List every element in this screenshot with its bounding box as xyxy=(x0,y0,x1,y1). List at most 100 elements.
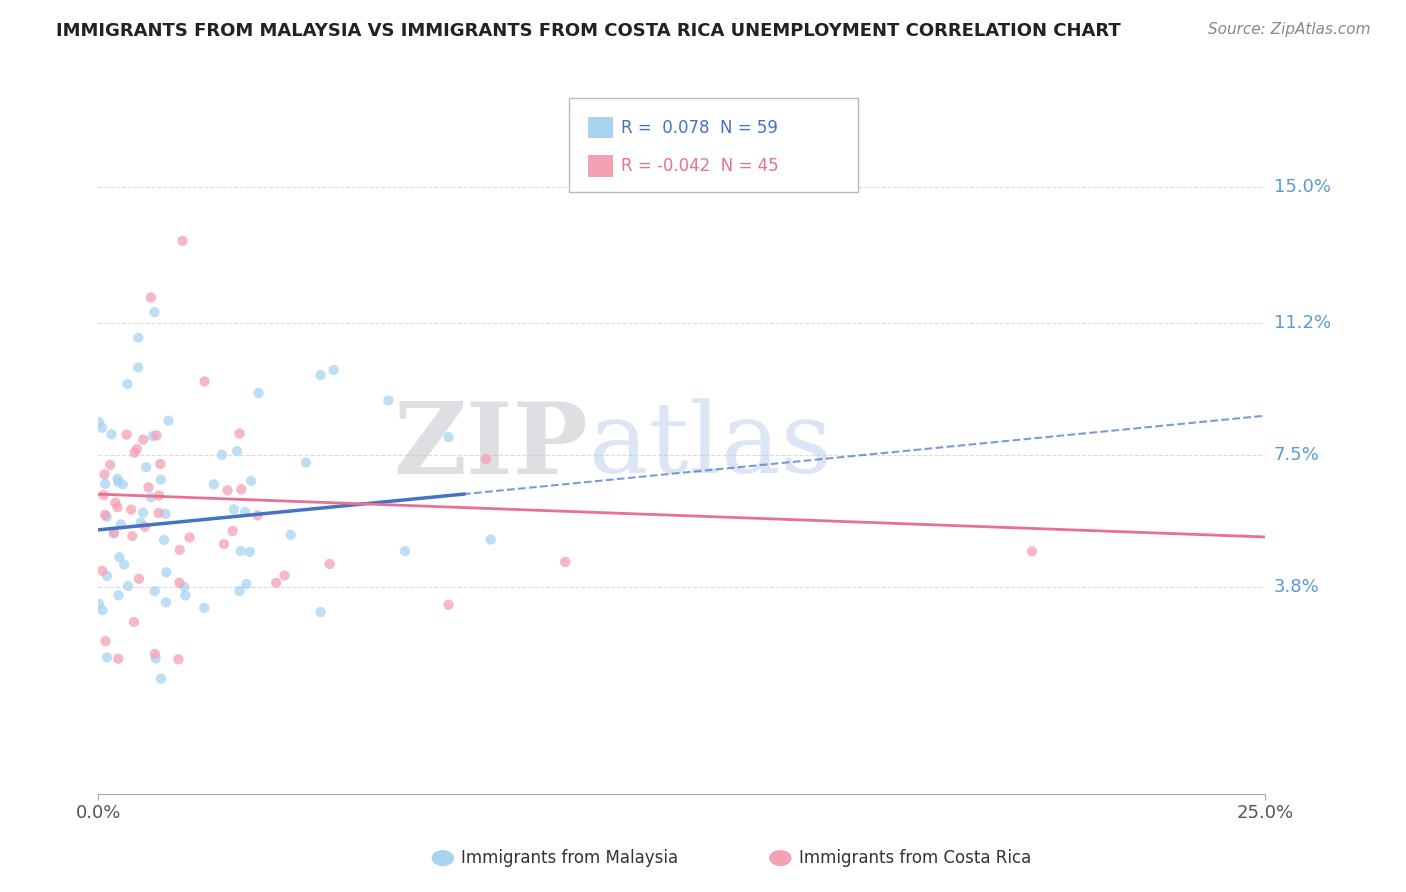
Point xyxy=(211,448,233,462)
Point xyxy=(273,568,295,582)
Point xyxy=(149,672,172,686)
Point xyxy=(295,455,318,469)
Point xyxy=(173,580,195,594)
Point xyxy=(217,483,239,498)
Point xyxy=(111,477,134,491)
Point xyxy=(149,473,172,487)
Point xyxy=(145,651,167,665)
Point xyxy=(172,234,194,248)
Point xyxy=(309,605,332,619)
Text: 7.5%: 7.5% xyxy=(1274,446,1320,464)
Text: 15.0%: 15.0% xyxy=(1274,178,1330,196)
Point xyxy=(117,377,139,392)
Point xyxy=(229,544,252,558)
Text: Immigrants from Costa Rica: Immigrants from Costa Rica xyxy=(799,849,1031,867)
Point xyxy=(169,542,191,557)
Point xyxy=(94,476,117,491)
Point xyxy=(127,331,149,345)
Point xyxy=(107,472,129,486)
Point xyxy=(110,517,132,532)
Point xyxy=(94,634,117,648)
Point xyxy=(169,575,191,590)
Point xyxy=(132,506,155,520)
Point xyxy=(143,584,166,599)
Point xyxy=(264,575,287,590)
Point xyxy=(174,588,197,602)
Point xyxy=(143,305,166,319)
Point xyxy=(91,421,114,435)
Text: R = -0.042  N = 45: R = -0.042 N = 45 xyxy=(621,157,779,175)
Point xyxy=(98,458,121,472)
Point xyxy=(139,290,162,304)
Point xyxy=(155,595,177,609)
Point xyxy=(91,564,114,578)
Point xyxy=(212,537,235,551)
Point xyxy=(155,507,177,521)
Point xyxy=(103,525,125,540)
Point xyxy=(280,528,302,542)
Point xyxy=(124,445,146,459)
Point xyxy=(153,533,176,547)
Point xyxy=(100,427,122,442)
Point xyxy=(377,393,399,408)
Point xyxy=(202,477,225,491)
Point xyxy=(107,588,129,602)
Point xyxy=(1021,544,1043,558)
Point xyxy=(149,457,172,471)
Point xyxy=(93,467,115,482)
Point xyxy=(475,452,498,467)
Point xyxy=(437,430,460,444)
Point xyxy=(143,647,166,661)
Point xyxy=(96,650,118,665)
Point xyxy=(107,651,129,665)
Point xyxy=(103,526,125,541)
Point xyxy=(121,529,143,543)
Point xyxy=(193,601,215,615)
Point xyxy=(120,502,142,516)
Point xyxy=(132,433,155,447)
Point xyxy=(87,597,110,611)
Point xyxy=(94,508,117,522)
Point xyxy=(128,572,150,586)
Point xyxy=(145,428,167,442)
Point xyxy=(148,489,170,503)
Point xyxy=(157,414,180,428)
Text: 11.2%: 11.2% xyxy=(1274,314,1331,332)
Point xyxy=(226,444,249,458)
Point xyxy=(112,558,135,572)
Point xyxy=(127,360,149,375)
Point xyxy=(117,579,139,593)
Point xyxy=(231,483,253,497)
Point xyxy=(96,569,118,583)
Point xyxy=(479,533,502,547)
Point xyxy=(235,577,257,591)
Point xyxy=(135,460,157,475)
Point xyxy=(167,652,190,666)
Point xyxy=(138,480,160,494)
Point xyxy=(228,426,250,441)
Point xyxy=(221,524,243,538)
Point xyxy=(194,375,217,389)
Point xyxy=(239,545,262,559)
Point xyxy=(318,557,340,571)
Point xyxy=(309,368,332,383)
Point xyxy=(554,555,576,569)
Point xyxy=(87,415,110,429)
Point xyxy=(141,491,163,505)
Text: Immigrants from Malaysia: Immigrants from Malaysia xyxy=(461,849,678,867)
Point xyxy=(179,531,201,545)
Point xyxy=(394,544,416,558)
Point xyxy=(222,502,245,516)
Point xyxy=(142,429,165,443)
Point xyxy=(233,505,256,519)
Point xyxy=(240,474,263,488)
Point xyxy=(108,550,131,565)
Point xyxy=(122,615,145,629)
Text: R =  0.078  N = 59: R = 0.078 N = 59 xyxy=(621,119,779,136)
Text: IMMIGRANTS FROM MALAYSIA VS IMMIGRANTS FROM COSTA RICA UNEMPLOYMENT CORRELATION : IMMIGRANTS FROM MALAYSIA VS IMMIGRANTS F… xyxy=(56,22,1121,40)
Point xyxy=(437,598,460,612)
Text: atlas: atlas xyxy=(589,398,831,494)
Point xyxy=(247,386,270,401)
Point xyxy=(125,442,148,456)
Point xyxy=(129,516,152,530)
